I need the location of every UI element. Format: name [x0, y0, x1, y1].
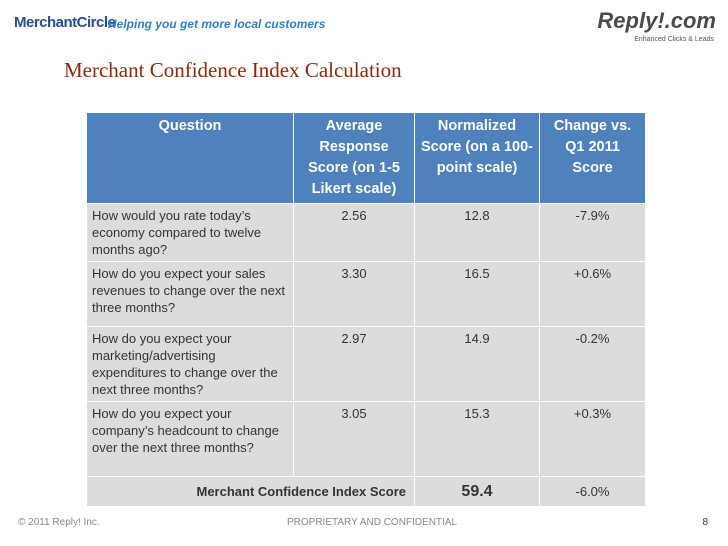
question: How do you expect your sales revenues to… [86, 261, 294, 327]
cell: -0.2% [539, 326, 646, 402]
index-table: Question Average Response Score (on 1-5 … [86, 112, 646, 507]
row: How do you expect your marketing/adverti… [86, 326, 646, 402]
column-header: Question [86, 112, 294, 204]
cell: 3.05 [293, 401, 415, 477]
total-change: -6.0% [539, 476, 646, 507]
slide-title: Merchant Confidence Index Calculation [64, 58, 402, 82]
cell: -7.9% [539, 203, 646, 262]
confidential: PROPRIETARY AND CONFIDENTIAL [287, 517, 458, 528]
cell: 3.30 [293, 261, 415, 327]
copyright: © 2011 Reply! Inc. [18, 517, 100, 528]
total-label: Merchant Confidence Index Score [86, 476, 415, 507]
row: How do you expect your sales revenues to… [86, 261, 646, 327]
page-number: 8 [702, 517, 708, 528]
merchantcircle-logo: MerchantCircle [14, 14, 116, 31]
cell: 2.56 [293, 203, 415, 262]
reply-tagline: Enhanced Clicks & Leads [634, 36, 714, 43]
cell: +0.6% [539, 261, 646, 327]
cell: 16.5 [414, 261, 540, 327]
cell: 15.3 [414, 401, 540, 477]
cell: +0.3% [539, 401, 646, 477]
header-row: Question Average Response Score (on 1-5 … [86, 112, 646, 204]
reply-logo: Reply!.com [597, 8, 716, 33]
question: How would you rate today’s economy compa… [86, 203, 294, 262]
column-header: Change vs. Q1 2011 Score [539, 112, 646, 204]
question: How do you expect your marketing/adverti… [86, 326, 294, 402]
row: How would you rate today’s economy compa… [86, 203, 646, 262]
column-header: Average Response Score (on 1-5 Likert sc… [293, 112, 415, 204]
question: How do you expect your company’s headcou… [86, 401, 294, 477]
cell: 2.97 [293, 326, 415, 402]
row: How do you expect your company’s headcou… [86, 401, 646, 477]
cell: 12.8 [414, 203, 540, 262]
cell: 14.9 [414, 326, 540, 402]
tagline: Helping you get more local customers [108, 17, 326, 31]
total-score: 59.4 [414, 476, 540, 507]
column-header: Normalized Score (on a 100-point scale) [414, 112, 540, 204]
total-row: Merchant Confidence Index Score 59.4 -6.0% [86, 476, 646, 507]
